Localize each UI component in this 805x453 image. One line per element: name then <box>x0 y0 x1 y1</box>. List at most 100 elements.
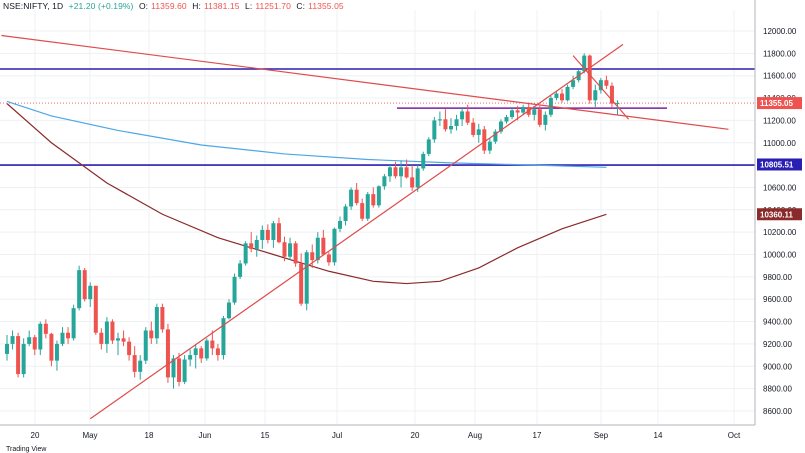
candle-body <box>38 323 43 350</box>
candle-body <box>5 343 9 354</box>
candle-body <box>71 308 76 339</box>
candle-body <box>332 228 337 263</box>
price-label-text: 11355.05 <box>760 99 793 108</box>
candle-body <box>238 263 243 277</box>
candle-body <box>10 336 15 344</box>
candle-body <box>121 338 126 342</box>
y-tick-label: 9400.00 <box>763 318 792 327</box>
candle-body <box>532 109 537 115</box>
candle-body <box>293 243 298 264</box>
candle-body <box>326 254 331 263</box>
high-value: 11381.15 <box>203 1 240 11</box>
candle-body <box>188 355 193 360</box>
candle-body <box>138 360 143 372</box>
candle-body <box>498 121 503 132</box>
y-tick-label: 9800.00 <box>763 273 792 282</box>
candle-body <box>227 302 231 319</box>
candle-body <box>476 129 481 135</box>
candle-body <box>565 86 570 101</box>
candle-body <box>521 106 526 113</box>
change-value: +21.20 (+0.19%) <box>68 1 134 11</box>
falling-trendline <box>1 34 729 130</box>
candle-body <box>515 110 520 113</box>
rising-trendline <box>89 43 624 420</box>
candle-body <box>149 330 154 339</box>
candle-body <box>449 125 453 130</box>
candle-body <box>32 337 37 350</box>
candle-body <box>415 168 420 188</box>
candles <box>5 53 620 389</box>
candle-body <box>104 321 109 344</box>
close-value: 11355.05 <box>308 1 344 11</box>
candle-body <box>354 189 359 204</box>
low-label: L: <box>245 1 253 11</box>
y-tick-label: 11800.00 <box>763 49 796 58</box>
candle-body <box>204 340 209 359</box>
candle-body <box>493 131 498 142</box>
candle-body <box>243 243 248 264</box>
x-tick-label: 14 <box>654 431 663 440</box>
candle-body <box>560 93 564 101</box>
candle-body <box>21 343 26 375</box>
candle-body <box>404 167 409 178</box>
candle-body <box>260 229 265 240</box>
steep-falling-trendline <box>572 55 630 120</box>
y-tick-label: 11000.00 <box>763 139 796 148</box>
candle-body <box>604 80 609 86</box>
moving-averages <box>6 100 607 285</box>
candle-body <box>276 223 281 243</box>
candle-body <box>193 348 198 356</box>
candle-body <box>609 85 614 104</box>
candle-body <box>543 114 548 125</box>
y-tick-label: 10600.00 <box>763 183 797 192</box>
candle-body <box>310 252 315 261</box>
candle-body <box>54 343 59 361</box>
candle-body <box>182 359 187 382</box>
candle-body <box>360 203 365 219</box>
candle-body <box>110 321 115 341</box>
candle-body <box>27 337 32 344</box>
candle-body <box>365 194 370 219</box>
low-value: 11251.70 <box>255 1 291 11</box>
x-tick-label: 20 <box>31 431 40 440</box>
price-label-text: 10805.51 <box>760 160 794 169</box>
candle-body <box>587 55 592 101</box>
candle-body <box>443 119 448 130</box>
candle-body <box>77 270 82 309</box>
x-tick-label: 18 <box>145 431 154 440</box>
y-tick-label: 10000.00 <box>763 251 797 260</box>
y-tick-label: 12000.00 <box>763 27 797 36</box>
x-tick-label: 20 <box>411 431 420 440</box>
candle-body <box>371 194 376 206</box>
candle-body <box>288 243 293 257</box>
candle-body <box>321 237 326 255</box>
candle-body <box>116 338 120 341</box>
candle-body <box>432 120 437 140</box>
candle-body <box>387 167 392 177</box>
chart-header: NSE:NIFTY, 1D +21.20 (+0.19%) O: 11359.60… <box>3 1 347 11</box>
price-labels: 11355.05 10805.51 10360.11 <box>757 97 802 221</box>
price-label-text: 10360.11 <box>760 210 793 219</box>
y-tick-label: 11200.00 <box>763 116 796 125</box>
candle-body <box>410 177 415 188</box>
candle-body <box>343 206 348 221</box>
y-tick-label: 8600.00 <box>763 407 792 416</box>
axes: 12000.0011800.0011600.0011400.0011200.00… <box>0 0 797 440</box>
candle-body <box>421 153 426 169</box>
candle-body <box>82 270 87 300</box>
symbol-label[interactable]: NSE:NIFTY, 1D <box>3 1 64 11</box>
candle-body <box>454 119 459 126</box>
candle-body <box>393 167 398 177</box>
horizontal-lines <box>0 68 755 166</box>
candle-body <box>338 220 342 229</box>
candle-body <box>437 119 442 121</box>
candle-body <box>154 307 159 339</box>
candle-body <box>99 332 104 344</box>
y-tick-label: 9000.00 <box>763 362 792 371</box>
candle-body <box>271 223 276 240</box>
candle-body <box>593 90 598 101</box>
candle-body <box>299 263 304 304</box>
candle-body <box>16 336 21 375</box>
price-label-box <box>757 97 802 110</box>
